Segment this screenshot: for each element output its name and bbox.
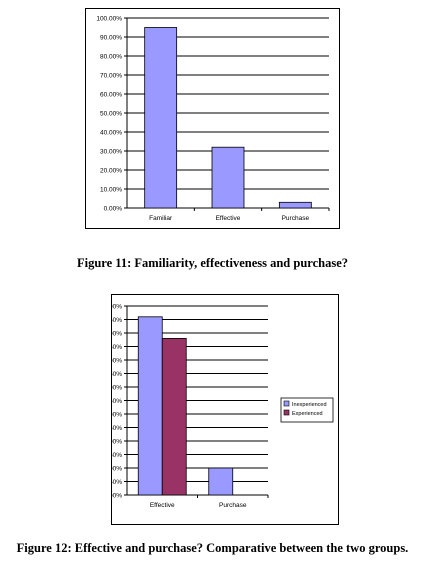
bar (211, 146, 245, 209)
x-tick-label: Effective (150, 502, 175, 509)
y-tick-label: 30.00% (112, 331, 122, 338)
x-tick-label: Purchase (282, 215, 310, 222)
y-tick-label: 12.50% (112, 425, 122, 432)
y-tick-label: 5.00% (112, 466, 122, 473)
bar (137, 316, 163, 496)
y-tick-label: 7.50% (112, 452, 122, 459)
y-tick-label: 15.00% (112, 412, 122, 419)
y-tick-label: 20.00% (100, 168, 122, 175)
y-tick-label: 27.50% (112, 344, 122, 351)
y-tick-label: 30.00% (100, 149, 122, 156)
bar (161, 338, 187, 496)
y-tick-label: 10.00% (112, 439, 122, 446)
y-tick-label: 25.00% (112, 358, 122, 365)
chart-comparative: 0.00% 2.50% 5.00% 7.50% 10.00% 12.50% 15.00% 17… (111, 294, 339, 525)
legend-swatch (283, 400, 290, 407)
y-tick-label: 40.00% (100, 130, 122, 137)
chart-familiarity-svg: 0.00% 10.00% 20.00% 30.00% 40.00% 50.00% 60.00… (96, 16, 330, 222)
y-tick-label: 2.50% (112, 479, 122, 486)
legend-box (280, 397, 334, 423)
y-tick-label: 70.00% (100, 73, 122, 80)
legend-label: Experienced (292, 411, 323, 417)
y-tick-label: 10.00% (100, 187, 122, 194)
y-tick-label: 22.50% (112, 371, 122, 378)
x-tick-label: Familiar (149, 215, 173, 222)
legend-label: Inexperienced (292, 402, 327, 408)
figure-12-caption: Figure 12: Effective and purchase? Compa… (16, 541, 409, 555)
x-tick-label: Effective (216, 215, 241, 222)
bar (278, 201, 312, 209)
y-tick-label: 80.00% (100, 54, 122, 61)
chart-comparative-svg: 0.00% 2.50% 5.00% 7.50% 10.00% 12.50% 15.00% 17… (112, 304, 334, 509)
y-tick-label: 20.00% (112, 385, 122, 392)
y-tick-label: 0.00% (112, 493, 122, 500)
y-tick-label: 90.00% (100, 35, 122, 42)
bar (144, 27, 178, 209)
legend-swatch (283, 409, 290, 416)
y-tick-label: 0.00% (104, 206, 123, 213)
bar (208, 467, 234, 496)
y-tick-label: 32.50% (112, 317, 122, 324)
chart-familiarity: 0.00% 10.00% 20.00% 30.00% 40.00% 50.00% 60.00… (85, 8, 340, 229)
x-tick-label: Purchase (219, 502, 247, 509)
y-tick-label: 35.00% (112, 304, 122, 311)
y-tick-label: 50.00% (100, 111, 122, 118)
y-tick-label: 100.00% (96, 16, 122, 23)
figure-11-caption: Figure 11: Familiarity, effectiveness an… (76, 256, 349, 270)
y-tick-label: 60.00% (100, 92, 122, 99)
y-tick-label: 17.50% (112, 398, 122, 405)
